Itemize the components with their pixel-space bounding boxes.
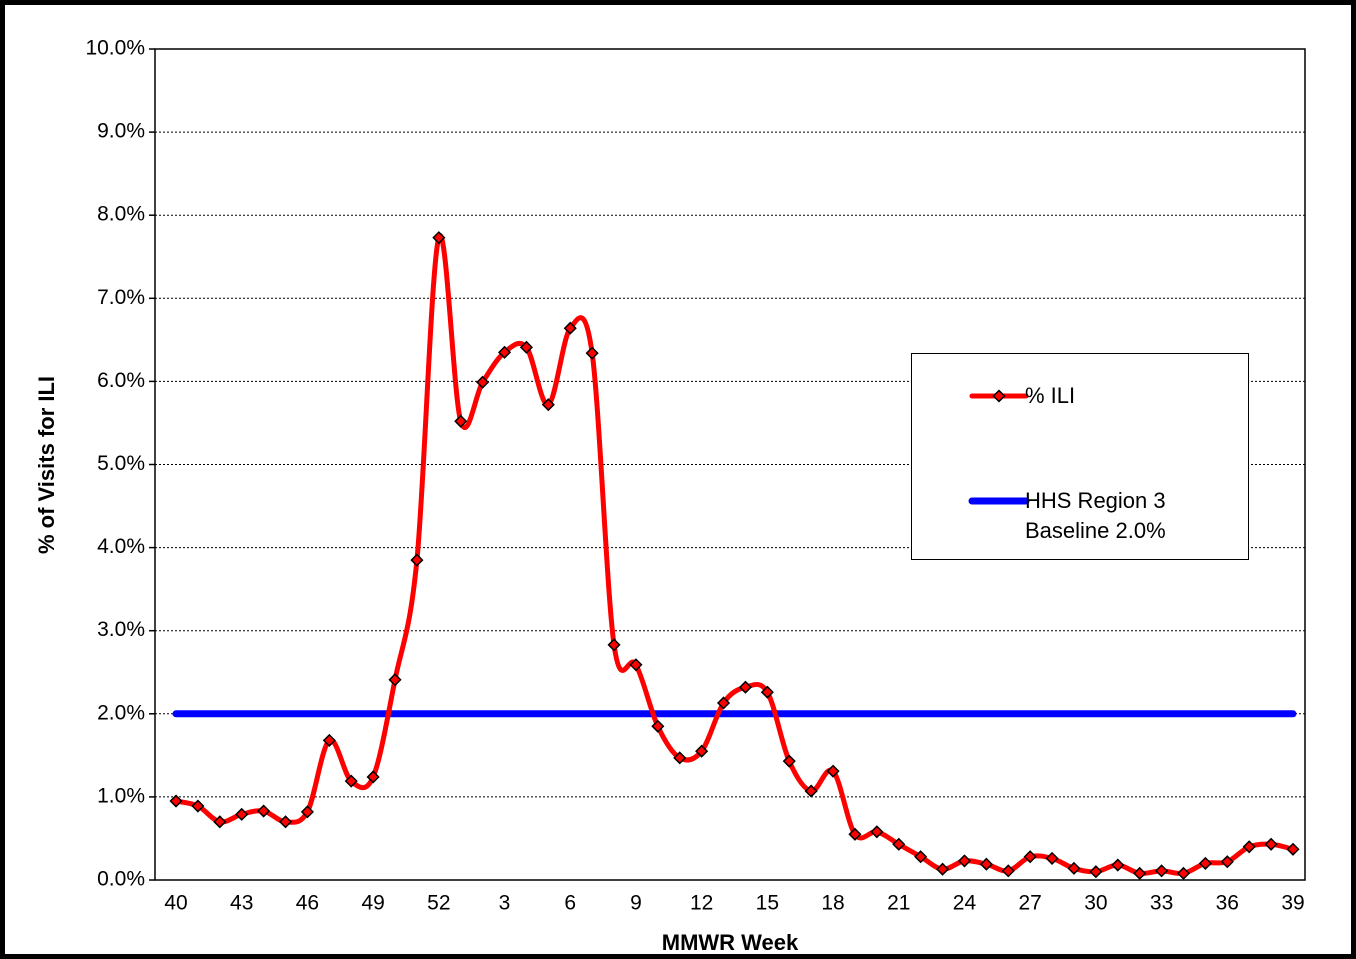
x-tick-label: 18 bbox=[821, 892, 844, 915]
data-point bbox=[979, 857, 993, 871]
data-point bbox=[1045, 851, 1059, 865]
data-point bbox=[738, 680, 753, 694]
data-point bbox=[388, 673, 402, 687]
data-point bbox=[848, 827, 862, 841]
data-point bbox=[936, 862, 950, 876]
data-point bbox=[1176, 866, 1191, 880]
data-point bbox=[826, 764, 840, 778]
y-tick-label: 0.0% bbox=[97, 868, 145, 891]
data-point bbox=[782, 754, 796, 768]
legend-item: % ILI bbox=[912, 376, 1248, 436]
x-tick-label: 46 bbox=[296, 892, 319, 915]
data-point bbox=[454, 414, 468, 428]
x-tick-label: 43 bbox=[230, 892, 253, 915]
data-point bbox=[169, 794, 183, 808]
x-tick-label: 33 bbox=[1150, 892, 1173, 915]
data-point bbox=[410, 553, 424, 567]
data-point bbox=[1023, 850, 1037, 864]
legend-label: HHS Region 3 Baseline 2.0% bbox=[1025, 488, 1166, 543]
data-point bbox=[1155, 864, 1169, 878]
data-point bbox=[760, 685, 774, 699]
x-tick-label: 49 bbox=[361, 892, 384, 915]
x-tick-label: 52 bbox=[427, 892, 450, 915]
x-tick-label: 36 bbox=[1216, 892, 1239, 915]
data-point bbox=[366, 770, 380, 784]
data-point bbox=[804, 784, 818, 798]
data-point bbox=[892, 837, 906, 851]
data-point bbox=[1198, 856, 1212, 870]
x-tick-label: 6 bbox=[564, 892, 576, 915]
data-point bbox=[1220, 855, 1234, 869]
data-point bbox=[476, 375, 490, 389]
data-point bbox=[1286, 842, 1300, 856]
data-point bbox=[322, 733, 336, 747]
y-tick-label: 7.0% bbox=[97, 286, 145, 309]
y-tick-label: 2.0% bbox=[97, 701, 145, 724]
legend-item: HHS Region 3 Baseline 2.0% bbox=[912, 481, 1248, 543]
y-tick-label: 8.0% bbox=[97, 203, 145, 226]
data-point bbox=[300, 805, 314, 819]
y-tick-label: 4.0% bbox=[97, 535, 145, 558]
x-tick-label: 27 bbox=[1018, 892, 1041, 915]
data-point bbox=[607, 638, 621, 652]
data-point bbox=[278, 815, 293, 829]
x-tick-label: 21 bbox=[887, 892, 910, 915]
data-point bbox=[629, 658, 643, 672]
data-point bbox=[344, 774, 358, 788]
data-point bbox=[716, 696, 731, 710]
data-point bbox=[235, 807, 249, 821]
data-point bbox=[519, 340, 533, 354]
y-tick-label: 6.0% bbox=[97, 369, 145, 392]
data-point bbox=[914, 850, 928, 864]
data-point bbox=[497, 345, 512, 359]
legend-label: % ILI bbox=[1025, 383, 1076, 408]
data-point bbox=[1111, 858, 1125, 872]
x-axis-label: MMWR Week bbox=[662, 930, 799, 955]
data-point bbox=[563, 321, 577, 335]
x-tick-label: 40 bbox=[164, 892, 187, 915]
data-point bbox=[213, 815, 227, 829]
data-point bbox=[1067, 861, 1081, 875]
y-axis-label: % of Visits for ILI bbox=[34, 376, 59, 554]
data-point bbox=[257, 804, 271, 818]
legend-swatch bbox=[969, 389, 1029, 403]
data-point bbox=[541, 398, 555, 412]
x-tick-label: 30 bbox=[1084, 892, 1107, 915]
data-point bbox=[1001, 864, 1015, 878]
x-tick-label: 24 bbox=[953, 892, 977, 915]
y-tick-label: 10.0% bbox=[85, 37, 145, 60]
data-point bbox=[1264, 837, 1278, 851]
data-point bbox=[695, 744, 709, 758]
data-point bbox=[432, 231, 446, 245]
data-point bbox=[1133, 866, 1147, 880]
data-point bbox=[651, 719, 665, 733]
legend-marker bbox=[992, 389, 1006, 403]
x-tick-label: 39 bbox=[1281, 892, 1304, 915]
x-tick-label: 15 bbox=[756, 892, 779, 915]
data-point bbox=[1089, 865, 1103, 879]
data-point bbox=[957, 854, 972, 868]
legend: % ILI HHS Region 3 Baseline 2.0% bbox=[911, 353, 1249, 560]
y-tick-label: 3.0% bbox=[97, 618, 145, 641]
data-point bbox=[673, 751, 687, 765]
x-tick-label: 3 bbox=[499, 892, 511, 915]
data-point bbox=[585, 346, 599, 360]
y-tick-label: 5.0% bbox=[97, 452, 145, 475]
x-tick-label: 9 bbox=[630, 892, 642, 915]
x-tick-label: 12 bbox=[690, 892, 713, 915]
data-point bbox=[191, 799, 205, 813]
y-tick-label: 9.0% bbox=[97, 120, 145, 143]
y-tick-label: 1.0% bbox=[97, 784, 145, 807]
legend-swatch bbox=[968, 497, 1030, 505]
data-point bbox=[870, 825, 884, 839]
data-point bbox=[1242, 840, 1256, 854]
